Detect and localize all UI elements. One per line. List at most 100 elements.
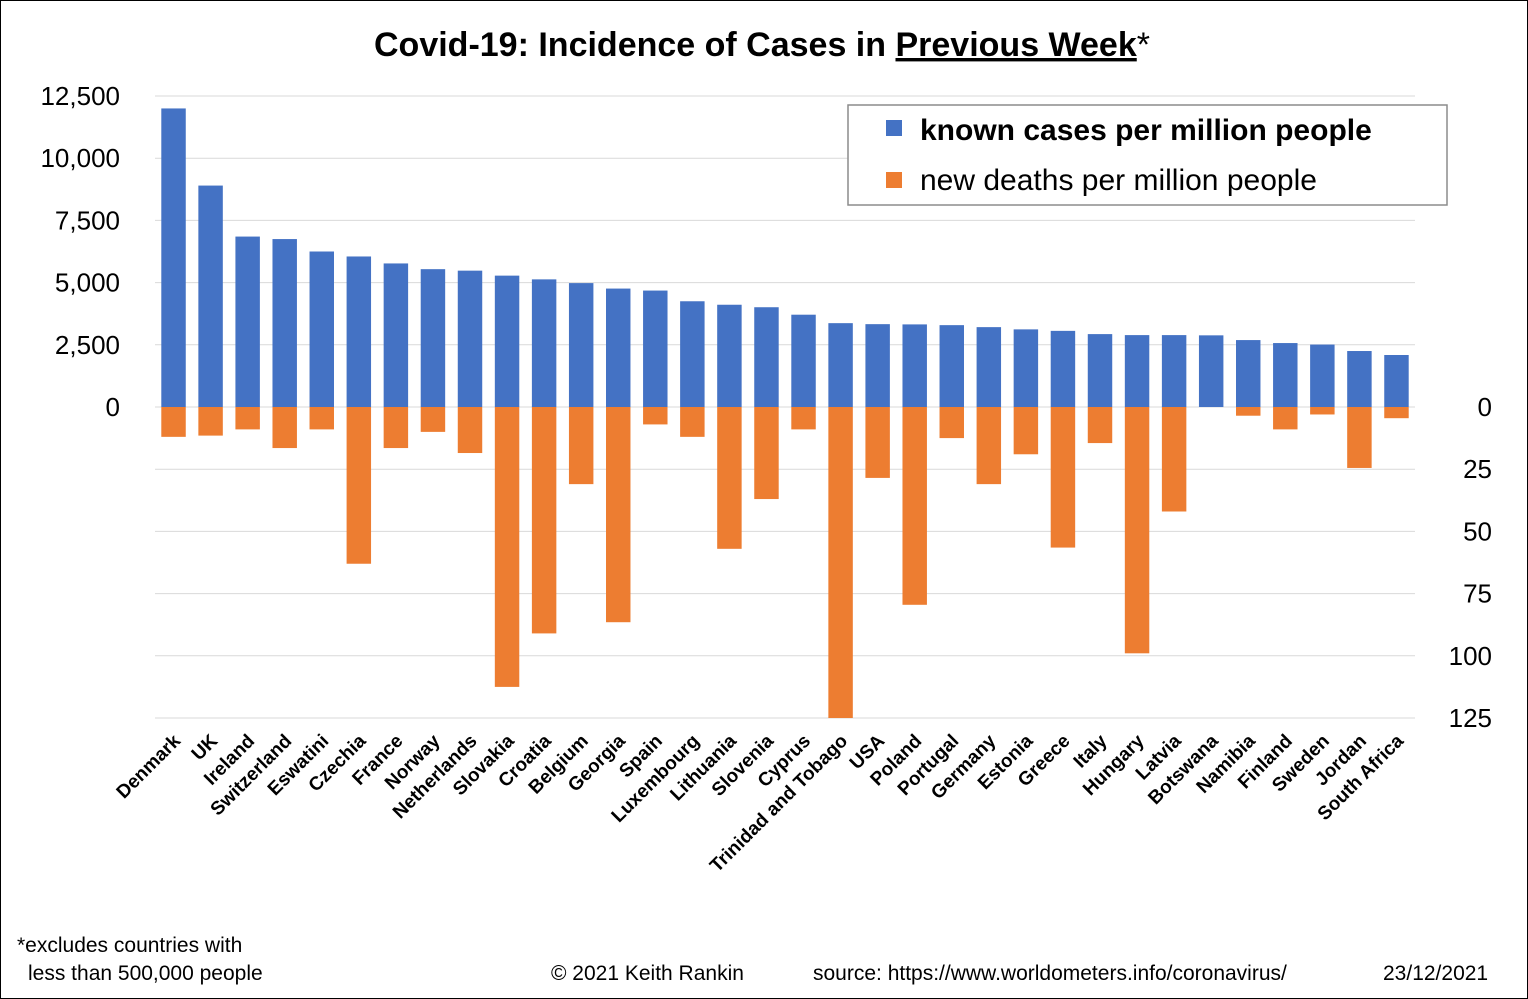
cases-bar	[420, 269, 446, 407]
cases-bar	[1310, 344, 1335, 407]
left-tick-label: 10,000	[40, 143, 120, 173]
deaths-bar	[198, 407, 223, 436]
deaths-bar	[680, 407, 705, 437]
deaths-bar	[531, 407, 557, 634]
cases-bar	[568, 283, 594, 407]
cases-bar	[902, 324, 927, 407]
left-axis-ticks: 12,500 10,000 7,500 5,000 2,500 0	[40, 81, 120, 422]
deaths-bar	[902, 407, 927, 605]
cases-bar	[865, 324, 890, 407]
deaths-bar	[235, 407, 260, 430]
deaths-bar	[420, 407, 446, 432]
deaths-bar	[643, 407, 668, 425]
deaths-bar	[1236, 407, 1261, 416]
cases-bar	[1050, 330, 1076, 407]
deaths-bar	[1087, 407, 1113, 444]
cases-bar	[939, 325, 964, 407]
cases-bar	[754, 307, 779, 407]
deaths-bars	[161, 407, 1409, 718]
cases-bar	[309, 251, 334, 407]
cases-bar	[1384, 355, 1409, 407]
cases-bar	[1013, 329, 1039, 407]
cases-bar	[1124, 335, 1150, 407]
cases-bar	[531, 279, 557, 407]
deaths-bar	[754, 407, 779, 500]
right-tick-label: 25	[1463, 454, 1492, 484]
cases-bar	[828, 323, 853, 407]
cases-bar	[161, 108, 186, 407]
deaths-bar	[939, 407, 964, 439]
legend: known cases per million people new death…	[847, 104, 1448, 206]
left-tick-label: 7,500	[55, 205, 120, 235]
deaths-bar	[1050, 407, 1076, 548]
cases-bars	[161, 108, 1409, 407]
deaths-bar	[309, 407, 334, 430]
cases-bar	[494, 275, 520, 407]
deaths-bar	[865, 407, 890, 478]
deaths-bar	[717, 407, 742, 549]
deaths-bar	[828, 407, 853, 718]
deaths-bar	[1013, 407, 1039, 455]
left-tick-label: 0	[106, 392, 120, 422]
category-label: Denmark	[113, 730, 186, 803]
deaths-bar	[1124, 407, 1150, 654]
chart-title-emphasis: Previous Week	[895, 26, 1136, 64]
right-tick-label: 75	[1463, 579, 1492, 609]
deaths-bar	[383, 407, 409, 449]
deaths-bar	[1347, 407, 1372, 468]
right-tick-label: 0	[1478, 392, 1492, 422]
left-tick-label: 5,000	[55, 268, 120, 298]
cases-bar	[976, 327, 1002, 407]
deaths-bar	[272, 407, 297, 449]
left-tick-label: 2,500	[55, 330, 120, 360]
right-tick-label: 100	[1449, 641, 1492, 671]
legend-swatch-deaths	[886, 172, 902, 188]
cases-bar	[1198, 335, 1224, 407]
deaths-bar	[976, 407, 1002, 485]
right-axis-ticks: 0 25 50 75 100 125	[1449, 392, 1492, 733]
deaths-bar	[161, 407, 186, 437]
source-text: source: https://www.worldometers.info/co…	[813, 962, 1287, 985]
legend-swatch-cases	[886, 120, 902, 136]
cases-bar	[383, 263, 409, 407]
cases-bar	[717, 304, 742, 407]
cases-bar	[346, 256, 372, 407]
cases-bar	[606, 288, 631, 407]
deaths-bar	[606, 407, 631, 623]
cases-bar	[272, 239, 297, 407]
cases-bar	[680, 301, 705, 407]
cases-bar	[198, 185, 223, 407]
date-text: 23/12/2021	[1383, 962, 1488, 985]
footnote-line-2: less than 500,000 people	[28, 962, 263, 985]
copyright-text: © 2021 Keith Rankin	[551, 962, 744, 985]
cases-bar	[1236, 340, 1261, 407]
deaths-bar	[494, 407, 520, 687]
cases-bar	[1347, 351, 1372, 407]
cases-bar	[1087, 334, 1113, 407]
chart-title: Covid-19: Incidence of Cases in Previous…	[374, 26, 1150, 64]
deaths-bar	[568, 407, 594, 485]
legend-label-cases: known cases per million people	[920, 114, 1372, 147]
right-tick-label: 50	[1463, 516, 1492, 546]
cases-bar	[235, 236, 260, 407]
cases-bar	[791, 314, 816, 407]
footer: *excludes countries with less than 500,0…	[17, 934, 1488, 985]
cases-bar	[1273, 343, 1298, 407]
deaths-bar	[1273, 407, 1298, 430]
legend-box	[847, 104, 1448, 206]
footnote-line-1: *excludes countries with	[17, 934, 242, 957]
right-tick-label: 125	[1449, 703, 1492, 733]
left-tick-label: 12,500	[40, 81, 120, 111]
cases-bar	[1161, 335, 1187, 407]
cases-bar	[643, 290, 668, 407]
deaths-bar	[1310, 407, 1335, 415]
deaths-bar	[791, 407, 816, 430]
deaths-bar	[457, 407, 483, 454]
deaths-bar	[1161, 407, 1187, 512]
category-labels: Denmark UKIrelandSwitzerlandEswatiniCzech…	[113, 730, 1409, 876]
deaths-bar	[1384, 407, 1409, 419]
cases-bar	[457, 270, 483, 407]
legend-label-deaths: new deaths per million people	[920, 164, 1317, 197]
deaths-bar	[346, 407, 372, 564]
